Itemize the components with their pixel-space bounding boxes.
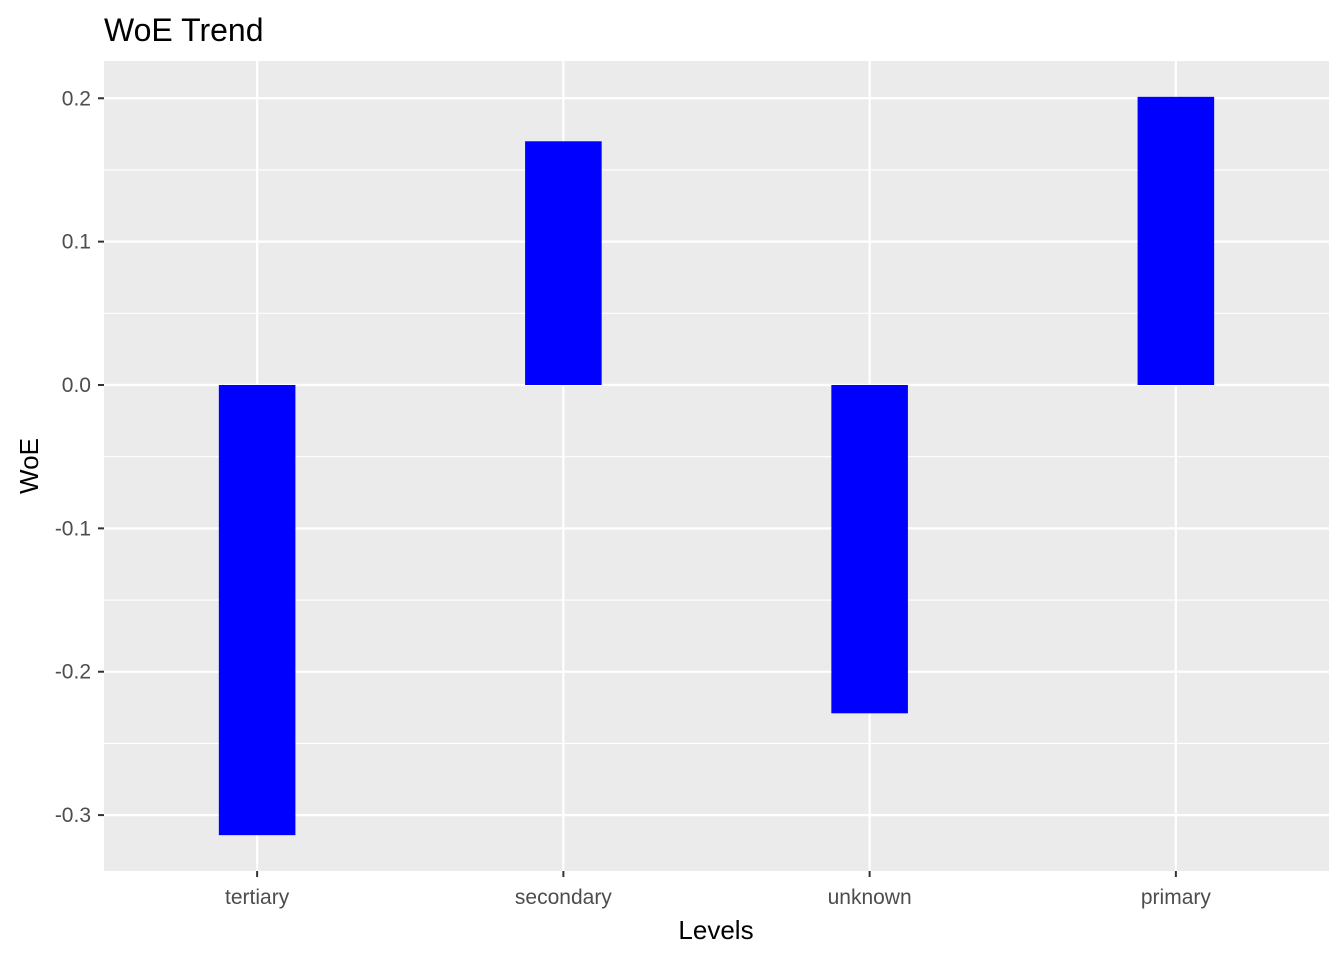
x-tick-label-tertiary: tertiary [225,886,290,909]
y-tick-label: 0.2 [62,87,91,110]
y-axis: 0.2 0.1 0.0 -0.1 -0.2 -0.3 [55,87,104,827]
y-tick-label: 0.1 [62,231,91,254]
y-tick-label: 0.0 [62,374,91,397]
minor-gridlines [104,169,1329,744]
chart-title: WoE Trend [104,12,263,48]
x-tick-label-unknown: unknown [828,886,912,909]
y-tick-label: -0.2 [55,661,91,684]
x-tick-label-secondary: secondary [515,886,612,909]
x-axis-title: Levels [678,915,753,945]
x-tick-label-primary: primary [1141,886,1212,909]
bar-tertiary [218,385,296,836]
bar-unknown [831,385,908,714]
x-axis: tertiary secondary unknown primary [225,871,1211,909]
bar-secondary [525,141,602,385]
plot-panel [104,61,1329,871]
y-tick-label: -0.1 [55,517,91,540]
bars [218,96,1215,836]
y-tick-label: -0.3 [55,804,91,827]
y-axis-title: WoE [14,438,44,494]
bar-primary [1137,96,1215,386]
